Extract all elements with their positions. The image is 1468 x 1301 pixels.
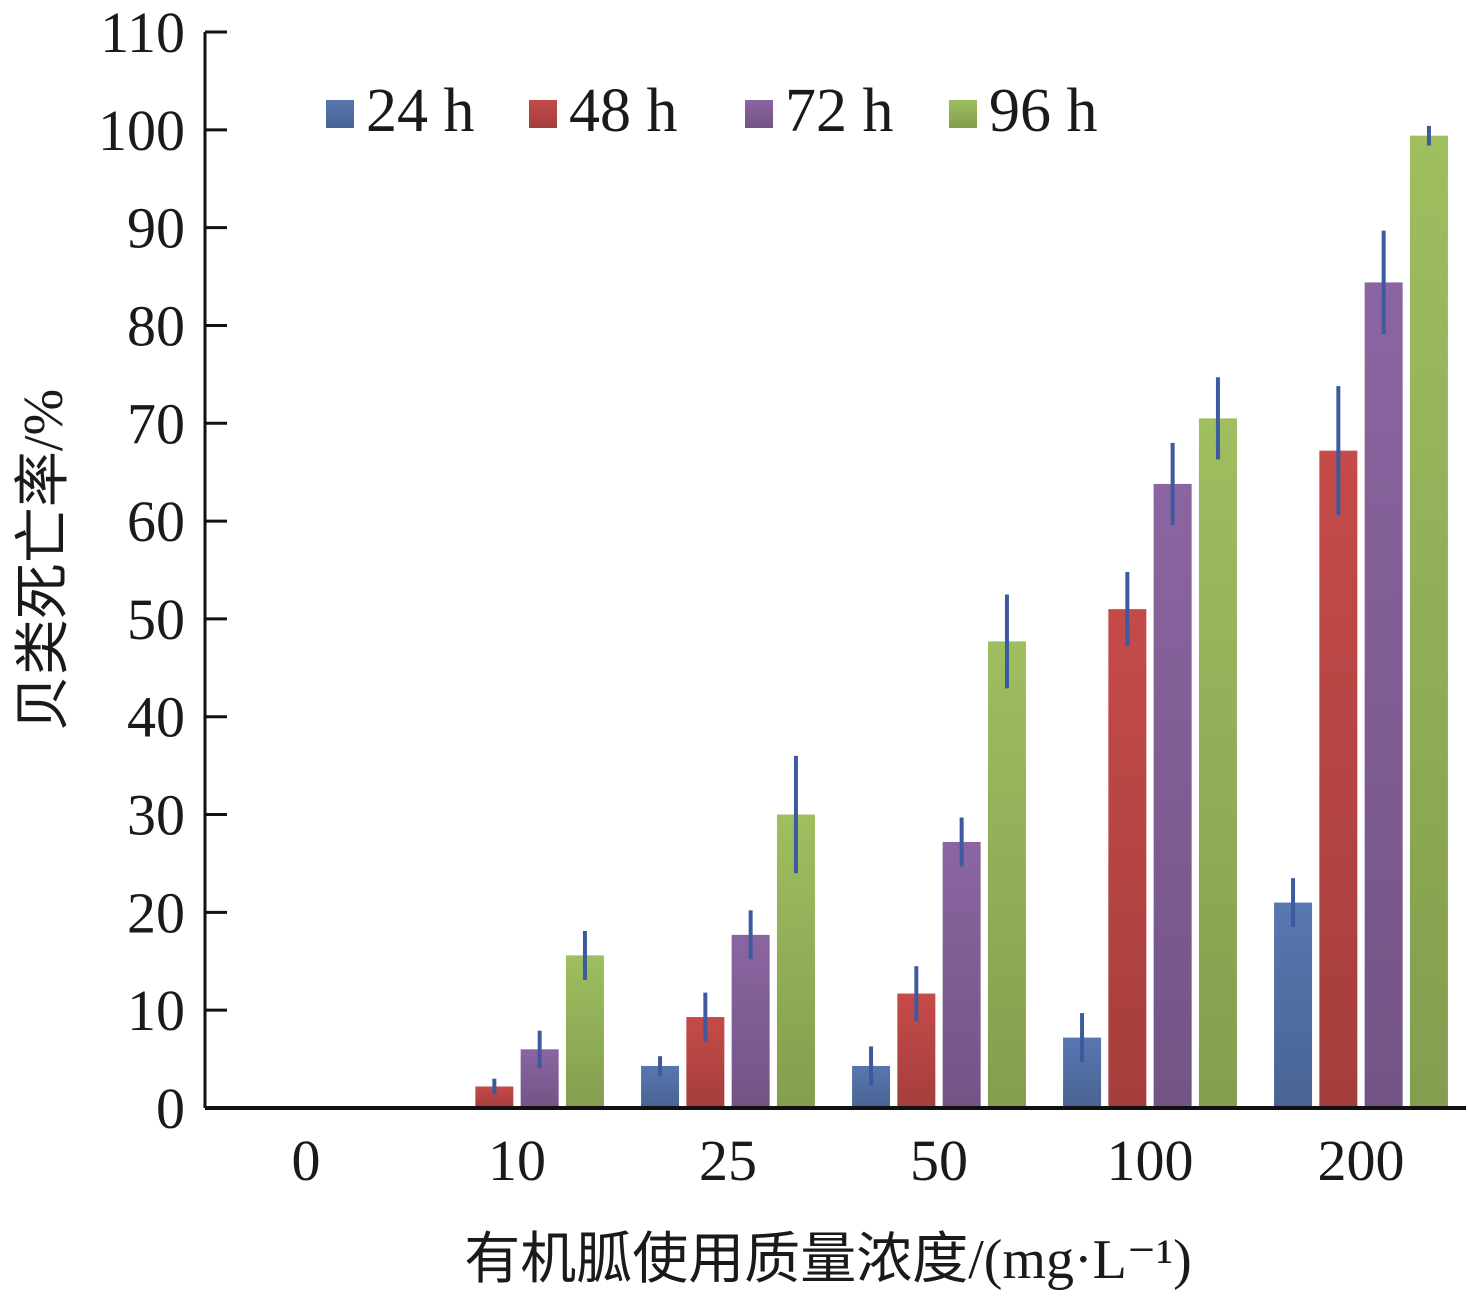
bar-48h-200 [1319, 450, 1358, 1108]
y-tick-label: 60 [127, 489, 185, 554]
x-tick-label: 0 [292, 1128, 321, 1193]
legend-swatch [326, 100, 354, 128]
x-tick-label: 100 [1107, 1128, 1194, 1193]
y-tick-label: 110 [100, 0, 185, 65]
bar-48h-100 [1108, 609, 1147, 1108]
y-tick-label: 40 [127, 685, 185, 750]
y-tick-label: 50 [127, 587, 185, 652]
y-tick-label: 20 [127, 880, 185, 945]
y-tick-label: 0 [156, 1076, 185, 1141]
bar-72h-200 [1364, 282, 1403, 1108]
bar-96h-200 [1409, 135, 1448, 1109]
x-tick-label: 10 [488, 1128, 546, 1193]
x-tick-label: 25 [699, 1128, 757, 1193]
bar-96h-50 [987, 641, 1026, 1108]
legend-label: 96 h [989, 77, 1098, 145]
y-tick-label: 70 [127, 391, 185, 456]
x-tick-label: 50 [910, 1128, 968, 1193]
bar-72h-100 [1153, 483, 1192, 1108]
bar-24h-200 [1274, 902, 1313, 1108]
bar-96h-10 [565, 955, 604, 1108]
y-axis-title: 贝类死亡率/% [13, 389, 75, 731]
y-tick-label: 80 [127, 293, 185, 358]
y-tick-label: 90 [127, 196, 185, 261]
legend-label: 48 h [569, 77, 678, 145]
bar-72h-25 [731, 934, 770, 1108]
bar-72h-50 [942, 841, 981, 1108]
bar-96h-100 [1198, 418, 1237, 1108]
x-axis-title: 有机胍使用质量浓度/(mg·L⁻¹) [464, 1229, 1192, 1291]
x-tick-label: 200 [1318, 1128, 1405, 1193]
y-tick-label: 30 [127, 783, 185, 848]
y-tick-label: 100 [98, 98, 185, 163]
y-tick-label: 10 [127, 978, 185, 1043]
legend-swatch [745, 100, 773, 128]
legend-swatch [529, 100, 557, 128]
legend-label: 24 h [366, 77, 475, 145]
bar-48h-10 [475, 1086, 514, 1108]
legend-label: 72 h [785, 77, 894, 145]
legend-swatch [949, 100, 977, 128]
